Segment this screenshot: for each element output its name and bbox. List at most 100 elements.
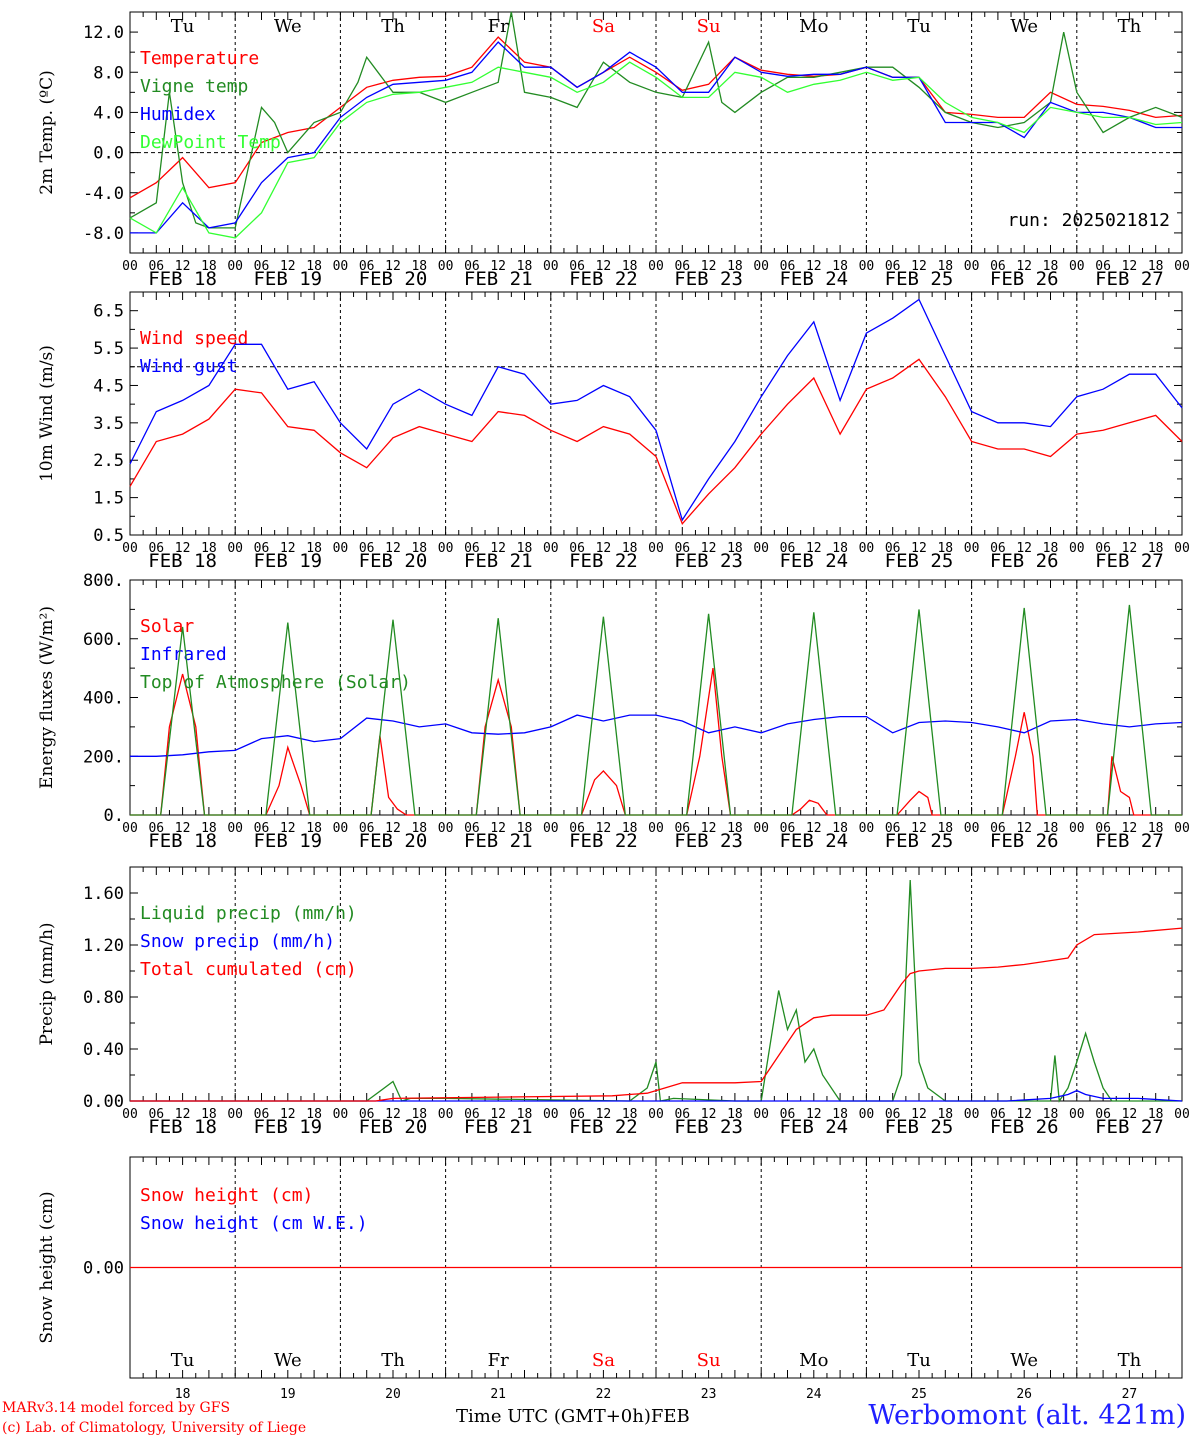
hour-tick-label: 18 — [727, 1107, 743, 1122]
date-label: FEB 25 — [885, 830, 954, 852]
day-name-bottom: Th — [381, 1350, 405, 1371]
date-label: FEB 20 — [359, 550, 428, 572]
hour-tick-label: 12 — [385, 821, 401, 836]
hour-tick-label: 00 — [859, 541, 875, 556]
series-line-0 — [129, 36, 1183, 199]
hour-tick-label: 06 — [674, 541, 690, 556]
hour-tick-label: 00 — [438, 821, 454, 836]
hour-tick-label: 06 — [990, 541, 1006, 556]
y-tick-label: 1.20 — [83, 936, 124, 956]
hour-tick-label: 18 — [306, 1107, 322, 1122]
hour-tick-label: 06 — [674, 821, 690, 836]
date-label: FEB 19 — [253, 830, 322, 852]
hour-tick-label: 18 — [1148, 259, 1164, 274]
date-label: FEB 21 — [464, 550, 533, 572]
hour-tick-label: 18 — [517, 259, 533, 274]
hour-tick-label: 00 — [438, 259, 454, 274]
date-label: FEB 18 — [148, 550, 217, 572]
hour-tick-label: 12 — [1016, 1107, 1032, 1122]
hour-tick-label: 12 — [1122, 1107, 1138, 1122]
run-label: run: 2025021812 — [1007, 210, 1170, 231]
hour-tick-label: 12 — [175, 821, 191, 836]
hour-tick-label: 06 — [254, 1107, 270, 1122]
hour-tick-label: 18 — [201, 1107, 217, 1122]
day-number: 21 — [490, 1387, 506, 1402]
hour-tick-label: 18 — [201, 541, 217, 556]
hour-tick-label: 18 — [1148, 541, 1164, 556]
hour-tick-label: 18 — [1148, 821, 1164, 836]
date-label: FEB 21 — [464, 268, 533, 290]
hour-tick-label: 00 — [438, 541, 454, 556]
hour-tick-label: 18 — [937, 541, 953, 556]
legend-entry: Liquid precip (mm/h) — [140, 903, 357, 924]
y-tick-label: 2.5 — [93, 451, 124, 471]
hour-tick-label: 06 — [464, 541, 480, 556]
date-label: FEB 27 — [1095, 830, 1164, 852]
hour-tick-label: 12 — [1122, 259, 1138, 274]
hour-tick-label: 18 — [201, 259, 217, 274]
hour-tick-label: 06 — [885, 541, 901, 556]
legend-entry: Vigne temp — [140, 76, 248, 97]
date-label: FEB 21 — [464, 1116, 533, 1138]
hour-tick-label: 00 — [227, 541, 243, 556]
hour-tick-label: 12 — [280, 1107, 296, 1122]
hour-tick-label: 18 — [1148, 1107, 1164, 1122]
hour-tick-label: 00 — [333, 1107, 349, 1122]
y-tick-label: 400. — [83, 689, 124, 709]
legend-entry: Solar — [140, 616, 194, 637]
hour-tick-label: 00 — [227, 259, 243, 274]
hour-tick-label: 00 — [333, 259, 349, 274]
series-line-2 — [130, 41, 1182, 234]
y-tick-label: 1.5 — [93, 489, 124, 509]
hour-tick-label: 12 — [806, 259, 822, 274]
hour-tick-label: 06 — [464, 259, 480, 274]
day-number: 27 — [1122, 1387, 1138, 1402]
series-line-2 — [130, 604, 1182, 816]
hour-tick-label: 18 — [411, 1107, 427, 1122]
date-label: FEB 20 — [359, 1116, 428, 1138]
hour-tick-label: 06 — [464, 1107, 480, 1122]
hour-tick-label: 06 — [780, 259, 796, 274]
hour-tick-label: 12 — [701, 821, 717, 836]
hour-tick-label: 00 — [333, 821, 349, 836]
day-number: 19 — [280, 1387, 296, 1402]
y-tick-label: 0.40 — [83, 1040, 124, 1060]
hour-tick-label: 00 — [122, 541, 138, 556]
hour-tick-label: 06 — [359, 821, 375, 836]
hour-tick-label: 00 — [1174, 541, 1190, 556]
hour-tick-label: 06 — [254, 541, 270, 556]
hour-tick-label: 06 — [780, 821, 796, 836]
hour-tick-label: 12 — [1016, 259, 1032, 274]
day-number: 25 — [911, 1387, 927, 1402]
y-tick-label: 800. — [83, 571, 124, 591]
hour-tick-label: 12 — [490, 259, 506, 274]
date-label: FEB 25 — [885, 1116, 954, 1138]
hour-tick-label: 12 — [490, 541, 506, 556]
hour-tick-label: 12 — [911, 541, 927, 556]
hour-tick-label: 06 — [1095, 541, 1111, 556]
hour-tick-label: 12 — [911, 821, 927, 836]
date-label: FEB 26 — [990, 1116, 1059, 1138]
hour-tick-label: 00 — [543, 821, 559, 836]
hour-tick-label: 00 — [753, 259, 769, 274]
y-tick-label: 0.80 — [83, 988, 124, 1008]
series-line-1 — [130, 714, 1183, 757]
hour-tick-label: 00 — [543, 1107, 559, 1122]
date-label: FEB 24 — [779, 268, 848, 290]
x-axis-title: Time UTC (GMT+0h)FEB — [456, 1406, 690, 1427]
hour-tick-label: 00 — [543, 259, 559, 274]
hour-tick-label: 18 — [727, 541, 743, 556]
y-axis-label: 10m Wind (m/s) — [37, 345, 57, 482]
hour-tick-label: 18 — [1043, 1107, 1059, 1122]
hour-tick-label: 12 — [596, 821, 612, 836]
hour-tick-label: 00 — [648, 821, 664, 836]
legend-entry: Snow height (cm W.E.) — [140, 1213, 368, 1234]
hour-tick-label: 00 — [438, 1107, 454, 1122]
series-line-1 — [129, 298, 1183, 522]
day-name-top: Fr — [488, 16, 509, 37]
day-name-top: Th — [1118, 16, 1142, 37]
legend-entry: Total cumulated (cm) — [140, 959, 357, 980]
hour-tick-label: 06 — [254, 821, 270, 836]
hour-tick-label: 18 — [306, 821, 322, 836]
hour-tick-label: 00 — [543, 541, 559, 556]
